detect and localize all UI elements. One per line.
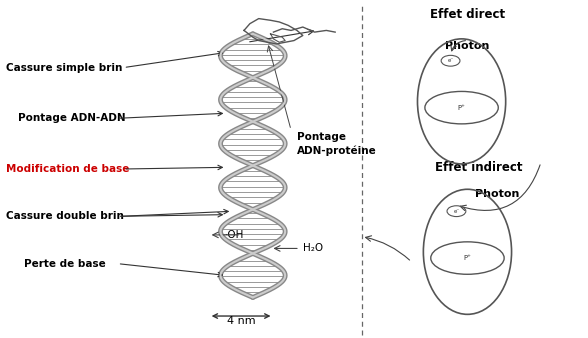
Text: Cassure simple brin: Cassure simple brin bbox=[6, 63, 122, 73]
Text: e⁻: e⁻ bbox=[453, 209, 460, 214]
Text: Photon: Photon bbox=[475, 189, 519, 199]
Text: Pontage
ADN-protéine: Pontage ADN-protéine bbox=[297, 132, 377, 155]
Text: Modification de base: Modification de base bbox=[6, 164, 129, 174]
Text: Perte de base: Perte de base bbox=[24, 259, 105, 269]
Text: e⁻: e⁻ bbox=[447, 58, 454, 63]
Text: H₂O: H₂O bbox=[303, 243, 323, 254]
Text: 4 nm: 4 nm bbox=[227, 316, 255, 326]
Text: P⁺: P⁺ bbox=[457, 105, 466, 111]
Text: ·OH: ·OH bbox=[225, 230, 244, 240]
Text: Effet direct: Effet direct bbox=[430, 8, 505, 21]
Text: P⁺: P⁺ bbox=[463, 255, 472, 261]
Text: Photon: Photon bbox=[445, 41, 490, 51]
Text: Pontage ADN-ADN: Pontage ADN-ADN bbox=[18, 113, 125, 123]
Text: Effet indirect: Effet indirect bbox=[436, 161, 523, 173]
Text: Cassure double brin: Cassure double brin bbox=[6, 211, 123, 221]
